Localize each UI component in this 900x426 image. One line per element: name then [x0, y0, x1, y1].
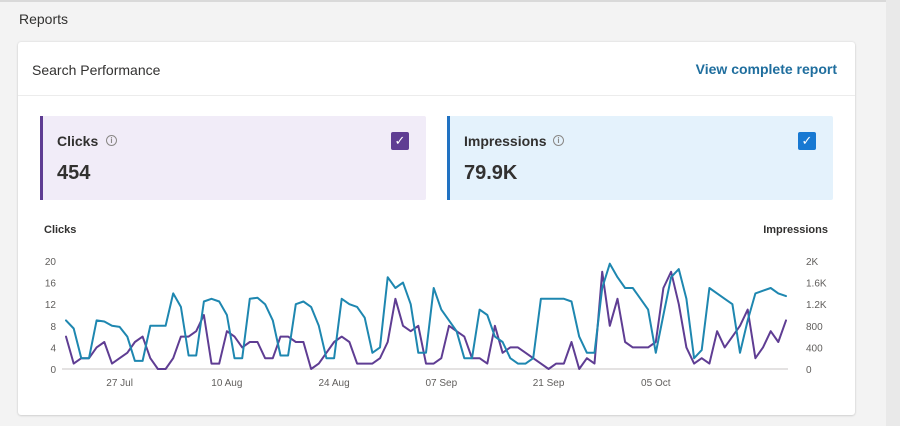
top-divider	[0, 0, 900, 2]
view-complete-report-link[interactable]: View complete report	[695, 61, 837, 77]
clicks-label: Clicks	[57, 133, 99, 149]
y-right-tick-label: 800	[806, 322, 823, 333]
y-right-tick-label: 0	[806, 365, 812, 376]
impressions-accent-bar	[447, 116, 450, 200]
left-axis-title: Clicks	[44, 224, 76, 236]
y-right-tick-label: 1.6K	[806, 279, 827, 290]
page-title: Reports	[19, 11, 69, 27]
impressions-metric-tile[interactable]: Impressions i 79.9K ✓	[447, 116, 833, 200]
y-left-tick-label: 20	[45, 257, 57, 268]
y-left-tick-label: 16	[45, 279, 57, 290]
scrollbar-track[interactable]	[886, 0, 900, 426]
card-header: Search Performance View complete report	[18, 42, 855, 96]
impressions-series-line	[65, 262, 787, 365]
x-tick-label: 05 Oct	[641, 378, 671, 389]
y-left-tick-label: 0	[50, 365, 56, 376]
performance-chart: Clicks Impressions 0 4 8 12 16 20 0 400 800 1.2K 1…	[44, 224, 828, 389]
x-tick-label: 21 Sep	[533, 378, 565, 389]
search-performance-card: Search Performance View complete report …	[18, 42, 855, 415]
right-axis-title: Impressions	[763, 224, 828, 236]
impressions-checkbox[interactable]: ✓	[798, 132, 816, 150]
clicks-value: 454	[57, 162, 91, 184]
info-icon[interactable]: i	[553, 135, 564, 146]
x-tick-label: 10 Aug	[211, 378, 242, 389]
y-right-tick-label: 2K	[806, 257, 819, 268]
x-tick-label: 07 Sep	[425, 378, 457, 389]
impressions-value: 79.9K	[464, 162, 518, 184]
y-right-tick-label: 400	[806, 343, 823, 354]
clicks-checkbox[interactable]: ✓	[391, 132, 409, 150]
checkmark-icon: ✓	[801, 133, 813, 148]
x-tick-label: 27 Jul	[106, 378, 133, 389]
y-left-tick-label: 4	[50, 343, 56, 354]
y-right-tick-label: 1.2K	[806, 300, 827, 311]
y-left-tick-label: 8	[50, 322, 56, 333]
clicks-metric-tile[interactable]: Clicks i 454 ✓	[40, 116, 426, 200]
info-icon[interactable]: i	[106, 135, 117, 146]
card-title: Search Performance	[32, 62, 161, 78]
checkmark-icon: ✓	[394, 133, 406, 148]
clicks-series-line	[65, 270, 787, 370]
clicks-accent-bar	[40, 116, 43, 200]
y-left-tick-label: 12	[45, 300, 57, 311]
x-tick-label: 24 Aug	[319, 378, 350, 389]
impressions-label: Impressions	[464, 133, 547, 149]
